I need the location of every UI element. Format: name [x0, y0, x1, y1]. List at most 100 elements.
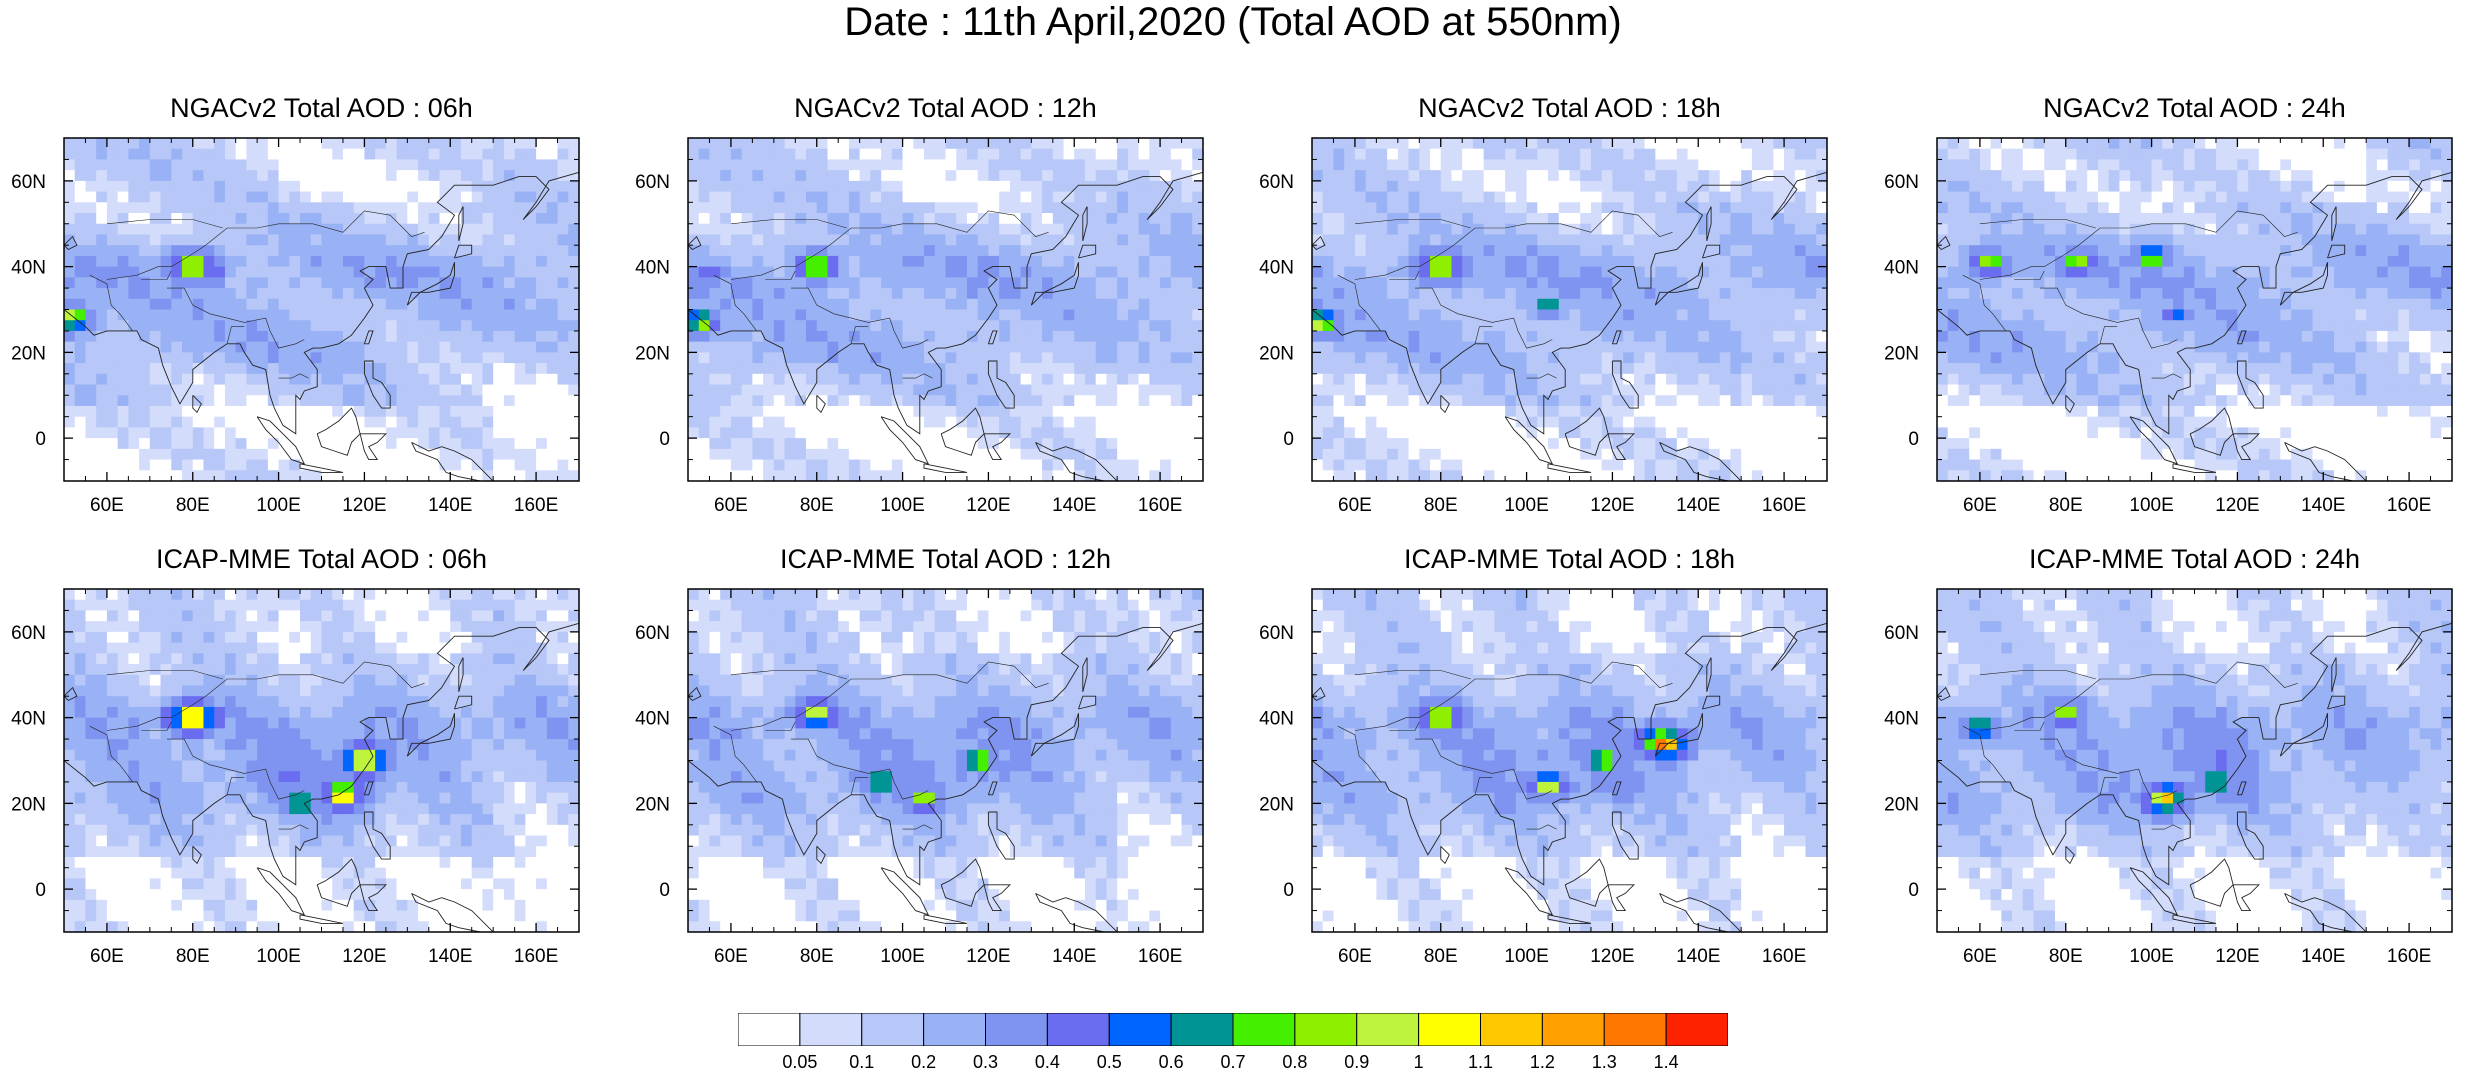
aod-cell	[1171, 234, 1182, 245]
aod-cell	[1312, 363, 1323, 374]
aod-cell	[246, 288, 257, 299]
aod-cell	[870, 138, 881, 149]
aod-cell	[332, 320, 343, 331]
aod-cell	[1698, 438, 1709, 449]
aod-cell	[118, 320, 129, 331]
aod-cell	[1709, 331, 1720, 342]
aod-cell	[806, 192, 817, 203]
aod-cell	[504, 299, 515, 310]
aod-cell	[1634, 374, 1645, 385]
aod-cell	[1730, 277, 1741, 288]
aod-cell	[806, 138, 817, 149]
aod-cell	[547, 192, 558, 203]
aod-cell	[461, 310, 472, 321]
aod-cell	[752, 427, 763, 438]
aod-cell	[279, 256, 290, 267]
aod-cell	[860, 438, 871, 449]
aod-cell	[1010, 460, 1021, 471]
aod-cell	[1182, 202, 1193, 213]
aod-cell	[838, 449, 849, 460]
aod-cell	[699, 352, 710, 363]
aod-cell	[1053, 202, 1064, 213]
aod-cell	[1031, 159, 1042, 170]
aod-cell	[978, 181, 989, 192]
aod-cell	[1010, 256, 1021, 267]
aod-cell	[558, 138, 569, 149]
aod-cell	[450, 352, 461, 363]
aod-cell	[75, 170, 86, 181]
aod-cell	[1323, 417, 1334, 428]
aod-cell	[161, 385, 172, 396]
aod-cell	[1409, 385, 1420, 396]
aod-cell	[1688, 299, 1699, 310]
aod-cell	[1494, 342, 1505, 353]
aod-cell	[1366, 395, 1377, 406]
aod-cell	[1106, 224, 1117, 235]
aod-cell	[1634, 256, 1645, 267]
aod-cell	[1096, 310, 1107, 321]
aod-cell	[688, 470, 699, 481]
aod-cell	[978, 460, 989, 471]
aod-cell	[795, 138, 806, 149]
aod-cell	[999, 138, 1010, 149]
aod-cell	[785, 202, 796, 213]
aod-cell	[720, 363, 731, 374]
aod-cell	[752, 449, 763, 460]
aod-cell	[1376, 363, 1387, 374]
aod-cell	[128, 181, 139, 192]
aod-cell	[450, 406, 461, 417]
aod-cell	[482, 138, 493, 149]
aod-cell	[96, 213, 107, 224]
aod-cell	[1666, 470, 1677, 481]
aod-cell	[407, 277, 418, 288]
aod-cell	[1591, 299, 1602, 310]
aod-cell	[407, 213, 418, 224]
aod-cell	[860, 363, 871, 374]
aod-cell	[525, 385, 536, 396]
aod-cell	[1634, 385, 1645, 396]
aod-cell	[493, 277, 504, 288]
aod-cell	[827, 427, 838, 438]
aod-cell	[1333, 310, 1344, 321]
aod-cell	[1516, 460, 1527, 471]
aod-cell	[1494, 374, 1505, 385]
aod-cell	[1355, 363, 1366, 374]
aod-cell	[1182, 277, 1193, 288]
aod-cell	[1784, 159, 1795, 170]
aod-cell	[849, 159, 860, 170]
aod-cell	[999, 363, 1010, 374]
aod-cell	[139, 224, 150, 235]
aod-cell	[988, 149, 999, 160]
aod-cell	[1720, 320, 1731, 331]
aod-cell	[1398, 159, 1409, 170]
aod-cell	[203, 320, 214, 331]
aod-cell	[1085, 310, 1096, 321]
aod-cell	[1323, 267, 1334, 278]
aod-cell	[440, 299, 451, 310]
aod-cell	[407, 267, 418, 278]
aod-cell	[1602, 181, 1613, 192]
aod-cell	[568, 406, 579, 417]
aod-cell	[731, 159, 742, 170]
aod-cell	[785, 138, 796, 149]
aod-cell	[1010, 202, 1021, 213]
aod-cell	[924, 417, 935, 428]
aod-cell	[493, 320, 504, 331]
aod-cell	[1634, 352, 1645, 363]
aod-cell	[1160, 438, 1171, 449]
aod-cell	[440, 331, 451, 342]
aod-cell	[1010, 170, 1021, 181]
aod-cell	[1323, 438, 1334, 449]
aod-cell	[1580, 342, 1591, 353]
aod-cell	[1612, 374, 1623, 385]
aod-cell	[1312, 213, 1323, 224]
aod-cell	[493, 460, 504, 471]
aod-cell	[731, 149, 742, 160]
aod-cell	[504, 277, 515, 288]
aod-cell	[1085, 256, 1096, 267]
aod-cell	[988, 470, 999, 481]
aod-cell	[1171, 427, 1182, 438]
aod-cell	[731, 245, 742, 256]
aod-cell	[461, 470, 472, 481]
aod-cell	[504, 213, 515, 224]
